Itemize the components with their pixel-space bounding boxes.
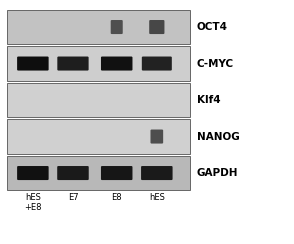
FancyBboxPatch shape — [149, 20, 164, 34]
FancyBboxPatch shape — [142, 57, 172, 71]
Text: NANOG: NANOG — [197, 132, 240, 142]
FancyBboxPatch shape — [7, 119, 190, 154]
Text: C-MYC: C-MYC — [197, 59, 234, 69]
FancyBboxPatch shape — [101, 57, 133, 71]
Text: E8: E8 — [111, 193, 122, 202]
FancyBboxPatch shape — [7, 83, 190, 117]
FancyBboxPatch shape — [101, 166, 133, 180]
Text: E7: E7 — [68, 193, 78, 202]
FancyBboxPatch shape — [7, 156, 190, 190]
FancyBboxPatch shape — [7, 46, 190, 81]
Text: Klf4: Klf4 — [197, 95, 220, 105]
Text: OCT4: OCT4 — [197, 22, 228, 32]
Text: hES
+E8: hES +E8 — [24, 193, 42, 212]
FancyBboxPatch shape — [17, 166, 49, 180]
Text: hES: hES — [149, 193, 165, 202]
FancyBboxPatch shape — [7, 10, 190, 44]
FancyBboxPatch shape — [151, 130, 163, 143]
Text: GAPDH: GAPDH — [197, 168, 238, 178]
FancyBboxPatch shape — [17, 57, 49, 71]
FancyBboxPatch shape — [141, 166, 173, 180]
FancyBboxPatch shape — [111, 20, 123, 34]
FancyBboxPatch shape — [57, 166, 89, 180]
FancyBboxPatch shape — [57, 57, 88, 71]
